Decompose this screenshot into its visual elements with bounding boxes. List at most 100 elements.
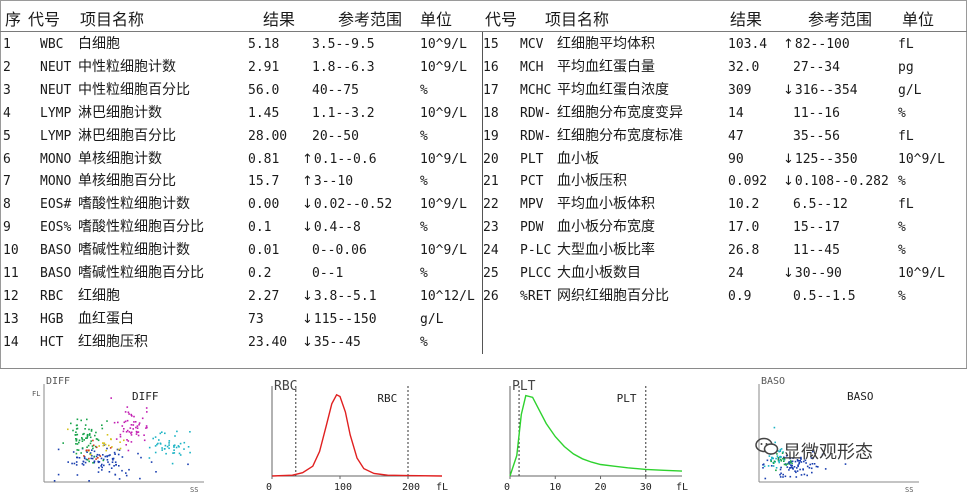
x-axis-label: SS xyxy=(190,486,198,494)
scatter-point xyxy=(768,455,771,457)
scatter-point xyxy=(102,459,105,462)
scatter-point xyxy=(115,438,118,440)
unit: % xyxy=(420,334,428,350)
scatter-point xyxy=(790,466,793,468)
scatter-point xyxy=(786,466,789,468)
scatter-point xyxy=(139,477,141,480)
scatter-point xyxy=(821,453,824,456)
result-value: 23.40 xyxy=(248,334,288,350)
scatter-point xyxy=(132,428,134,430)
scatter-point xyxy=(135,433,138,435)
item-name: 平均血红蛋白浓度 xyxy=(557,81,669,98)
scatter-point xyxy=(101,427,104,430)
unit: g/L xyxy=(420,311,444,327)
scatter-point xyxy=(804,459,807,462)
scatter-point xyxy=(98,466,100,469)
scatter-point xyxy=(776,453,778,455)
reference-range: 27--34 xyxy=(783,60,840,76)
plt-histogram-chart: PLT PLT 0 10 20 30 fL xyxy=(504,379,688,493)
unit: 10^12/L xyxy=(420,288,475,304)
item-name: 中性粒细胞计数 xyxy=(78,58,176,75)
scatter-point xyxy=(119,433,122,436)
result-value: 0.01 xyxy=(248,243,280,259)
row-number: 23 xyxy=(483,220,499,236)
result-value: 10.2 xyxy=(728,197,760,213)
result-value: 47 xyxy=(728,128,744,144)
scatter-point xyxy=(146,426,148,429)
rbc-histogram-chart: RBC RBC 0 100 200 fL xyxy=(266,379,448,493)
scatter-point xyxy=(155,471,157,473)
scatter-point xyxy=(770,465,773,467)
scatter-point xyxy=(788,469,790,471)
scatter-point xyxy=(166,445,169,448)
result-value: 0.1 xyxy=(248,220,272,236)
scatter-point xyxy=(102,454,104,456)
reference-range-value: 6.5--12 xyxy=(793,197,848,213)
result-value: 15.7 xyxy=(248,174,280,190)
scatter-point xyxy=(779,473,781,476)
scatter-point xyxy=(87,444,90,447)
scatter-point xyxy=(161,447,163,449)
scatter-point xyxy=(782,451,784,453)
reference-range-value: 27--34 xyxy=(793,59,840,75)
low-flag-arrow: ↓ xyxy=(783,151,794,167)
item-code: WBC xyxy=(40,37,64,52)
row-number: 14 xyxy=(3,334,19,350)
scatter-point xyxy=(113,465,115,467)
scatter-point xyxy=(126,406,129,408)
scatter-point xyxy=(104,443,107,446)
corner-label: RBC xyxy=(274,379,297,394)
scatter-point xyxy=(173,446,175,448)
reference-range: 6.5--12 xyxy=(783,197,848,213)
scatter-point xyxy=(102,458,105,461)
scatter-point xyxy=(154,436,157,438)
scatter-point xyxy=(784,463,787,465)
scatter-point xyxy=(95,438,98,440)
reference-range: ↑82--100 xyxy=(783,37,850,53)
unit: 10^9/L xyxy=(420,59,467,75)
scatter-point xyxy=(96,453,99,456)
unit: 10^9/L xyxy=(420,37,467,52)
reference-range: 40--75 xyxy=(302,83,359,99)
scatter-point xyxy=(795,471,797,474)
header-code-right: 代号 xyxy=(485,10,518,29)
scatter-point xyxy=(179,442,182,445)
low-flag-arrow: ↓ xyxy=(302,288,313,304)
row-number: 25 xyxy=(483,266,499,281)
scatter-point xyxy=(92,439,94,442)
scatter-point xyxy=(797,464,799,466)
scatter-point xyxy=(78,441,80,444)
scatter-point xyxy=(779,456,781,458)
wechat-icon xyxy=(755,437,779,455)
scatter-point xyxy=(80,452,82,454)
result-value: 28.00 xyxy=(248,128,288,144)
result-value: 0.00 xyxy=(248,197,280,213)
scatter-point xyxy=(126,439,128,441)
scatter-point xyxy=(96,438,99,441)
scatter-point xyxy=(102,442,104,444)
scatter-point xyxy=(95,446,98,449)
scatter-point xyxy=(95,458,97,460)
scatter-point xyxy=(782,473,784,476)
item-code: BASO xyxy=(40,266,72,281)
item-name: 红细胞 xyxy=(78,287,120,304)
scatter-point xyxy=(90,440,92,442)
row-number: 21 xyxy=(483,174,499,190)
scatter-point xyxy=(780,456,782,458)
scatter-point xyxy=(161,449,163,451)
scatter-point xyxy=(154,445,157,447)
scatter-point xyxy=(111,461,114,463)
reference-range: ↓0.02--0.52 xyxy=(302,197,392,213)
reference-range-value: 15--17 xyxy=(793,220,840,236)
scatter-point xyxy=(171,462,174,465)
diff-scatter-chart: DIFF DIFF FL SS xyxy=(32,376,204,494)
scatter-point xyxy=(57,473,60,476)
unit: fL xyxy=(898,197,914,213)
scatter-point xyxy=(140,456,142,459)
reference-range: ↓30--90 xyxy=(783,266,842,282)
scatter-point xyxy=(766,459,769,462)
scatter-point xyxy=(187,463,189,466)
header-rule xyxy=(0,31,967,32)
scatter-point xyxy=(791,460,794,463)
scatter-point xyxy=(800,456,802,459)
